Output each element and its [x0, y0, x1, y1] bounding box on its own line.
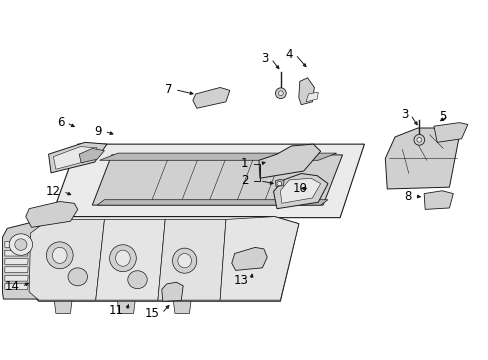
- Polygon shape: [305, 92, 318, 102]
- Polygon shape: [5, 250, 28, 256]
- Polygon shape: [26, 202, 78, 227]
- Polygon shape: [298, 78, 314, 105]
- Polygon shape: [231, 247, 266, 270]
- Polygon shape: [280, 178, 320, 203]
- Polygon shape: [433, 123, 467, 142]
- Polygon shape: [97, 200, 327, 205]
- Text: 12: 12: [46, 185, 61, 198]
- Polygon shape: [158, 220, 225, 300]
- Ellipse shape: [178, 253, 191, 268]
- Polygon shape: [29, 217, 298, 301]
- Text: 1: 1: [240, 157, 248, 170]
- Polygon shape: [54, 301, 72, 314]
- Polygon shape: [259, 144, 320, 178]
- Polygon shape: [5, 258, 28, 264]
- Polygon shape: [275, 179, 284, 186]
- Text: 8: 8: [404, 190, 411, 203]
- Ellipse shape: [9, 234, 33, 255]
- Text: 10: 10: [292, 183, 306, 195]
- Ellipse shape: [278, 91, 283, 95]
- Polygon shape: [220, 217, 298, 300]
- Polygon shape: [5, 242, 28, 247]
- Polygon shape: [53, 147, 97, 169]
- Text: 6: 6: [57, 116, 64, 129]
- Ellipse shape: [52, 247, 67, 264]
- Polygon shape: [162, 282, 183, 301]
- Polygon shape: [5, 275, 28, 281]
- Polygon shape: [48, 142, 107, 173]
- Polygon shape: [2, 222, 42, 299]
- Ellipse shape: [15, 239, 27, 250]
- Text: 14: 14: [4, 280, 20, 293]
- Polygon shape: [192, 87, 229, 108]
- Text: 3: 3: [400, 108, 407, 121]
- Polygon shape: [273, 174, 327, 209]
- Ellipse shape: [276, 181, 281, 186]
- Text: 15: 15: [144, 307, 159, 320]
- Polygon shape: [79, 148, 104, 163]
- Text: 4: 4: [285, 48, 292, 61]
- Polygon shape: [29, 220, 104, 300]
- Ellipse shape: [413, 134, 424, 145]
- Text: 11: 11: [109, 305, 123, 318]
- Polygon shape: [100, 153, 336, 160]
- Ellipse shape: [115, 250, 130, 266]
- Polygon shape: [5, 284, 28, 289]
- Ellipse shape: [127, 271, 147, 289]
- Ellipse shape: [275, 88, 285, 99]
- Text: 5: 5: [438, 110, 445, 123]
- Text: 2: 2: [240, 174, 248, 187]
- Text: 13: 13: [233, 274, 248, 287]
- Text: 7: 7: [164, 83, 172, 96]
- Polygon shape: [51, 144, 364, 218]
- Ellipse shape: [416, 138, 421, 142]
- Text: 3: 3: [261, 52, 268, 65]
- Ellipse shape: [46, 242, 73, 269]
- Polygon shape: [5, 267, 28, 273]
- Text: 9: 9: [94, 125, 102, 138]
- Polygon shape: [423, 191, 452, 210]
- Polygon shape: [96, 220, 165, 300]
- Polygon shape: [385, 128, 458, 189]
- Polygon shape: [117, 301, 135, 314]
- Ellipse shape: [109, 245, 136, 272]
- Polygon shape: [173, 301, 190, 314]
- Ellipse shape: [172, 248, 196, 273]
- Ellipse shape: [68, 268, 87, 286]
- Polygon shape: [92, 155, 342, 205]
